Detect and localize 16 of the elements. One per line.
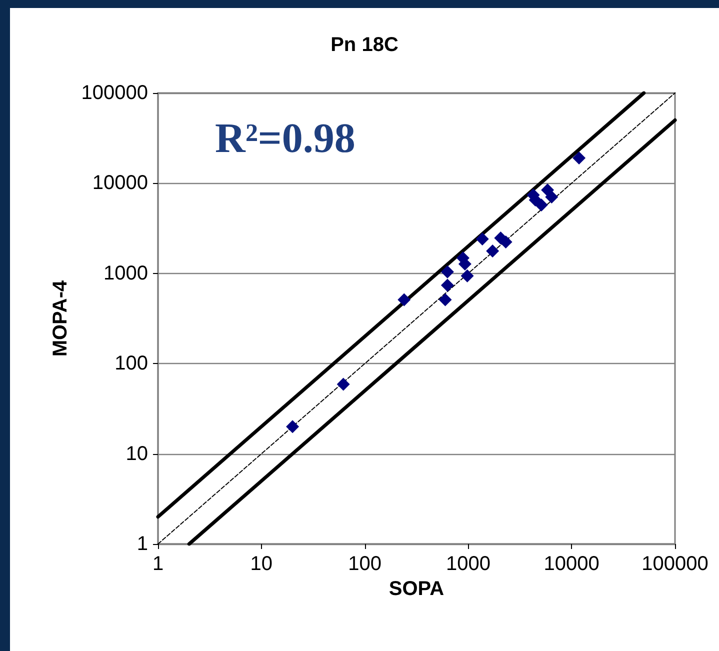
y-axis-title: MOPA-4 — [49, 279, 72, 357]
y-tick-label: 1000 — [104, 262, 148, 284]
x-tick-label: 10000 — [544, 553, 600, 575]
x-tick-label: 1000 — [446, 553, 490, 575]
y-tick-label: 100000 — [81, 82, 148, 104]
x-tick-label: 10 — [250, 553, 273, 575]
chart-title: Pn 18C — [330, 34, 398, 56]
y-tick-label: 1 — [136, 533, 148, 555]
y-tick-label: 10 — [126, 442, 148, 465]
x-tick-label: 100 — [348, 553, 382, 575]
annotation: R²=0.98 — [215, 116, 356, 162]
y-tick-label: 100 — [114, 352, 148, 375]
y-tick-label: 10000 — [92, 172, 148, 194]
x-tick-label: 1 — [152, 553, 164, 575]
x-tick-label: 100000 — [642, 553, 708, 575]
x-axis-title: SOPA — [388, 578, 444, 600]
